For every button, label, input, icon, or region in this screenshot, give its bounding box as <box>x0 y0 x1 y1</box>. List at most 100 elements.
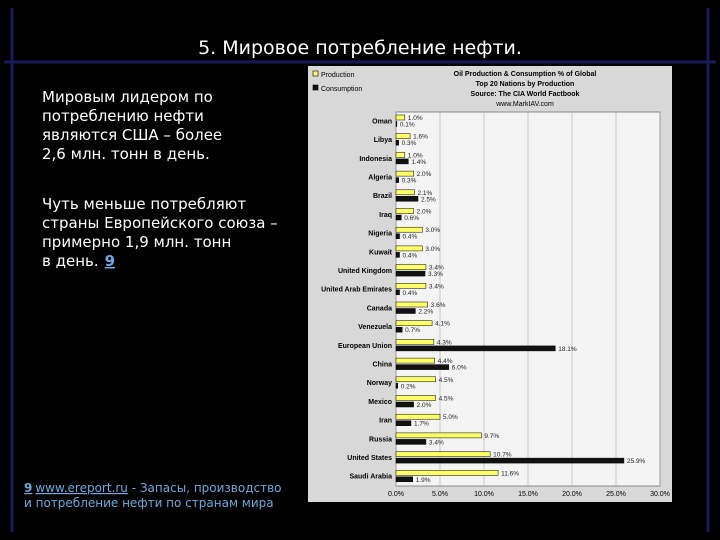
legend-swatch <box>312 84 319 91</box>
x-tick-label: 25.0% <box>606 491 626 498</box>
value-label: 3.3% <box>428 271 443 278</box>
bar <box>395 283 427 289</box>
value-label: 0.3% <box>402 178 417 185</box>
legend-swatch <box>312 70 319 77</box>
bar <box>395 364 450 370</box>
bar <box>395 226 423 233</box>
chart-source: Source: The CIA World Factbook <box>471 91 580 98</box>
reference-link[interactable]: 9 <box>105 252 115 270</box>
value-label: 18.1% <box>558 346 577 353</box>
value-label: 2.2% <box>418 309 433 316</box>
bar <box>395 189 415 196</box>
bar <box>395 308 416 314</box>
y-tick-label: Algeria <box>368 174 392 181</box>
y-tick-label: United Kingdom <box>338 268 392 275</box>
value-label: 3.0% <box>425 227 440 234</box>
chart-title: Oil Production & Consumption % of Global <box>454 71 597 78</box>
y-tick-label: Mexico <box>368 399 392 406</box>
value-label: 3.4% <box>429 439 444 446</box>
y-tick-label: Kuwait <box>369 249 393 256</box>
paragraph-line: Мировым лидером по <box>42 88 213 106</box>
value-label: 0.4% <box>403 252 418 259</box>
value-label: 0.6% <box>404 215 419 222</box>
value-label: 4.3% <box>437 339 452 346</box>
footnote-ref: 9 <box>24 481 32 495</box>
value-label: 1.0% <box>408 115 423 122</box>
chart-subtitle: Top 20 Nations by Production <box>476 81 575 88</box>
x-tick-label: 20.0% <box>562 491 582 498</box>
value-label: 2.0% <box>417 171 432 178</box>
legend-label: Consumption <box>321 86 362 93</box>
bar <box>395 170 414 177</box>
y-tick-label: European Union <box>338 343 392 350</box>
bar <box>395 470 499 476</box>
y-tick-label: Oman <box>372 118 392 125</box>
y-tick-label: Indonesia <box>359 156 392 163</box>
value-label: 10.7% <box>493 452 512 459</box>
value-label: 2.1% <box>417 190 432 197</box>
bar <box>395 401 414 408</box>
y-tick-label: United Arab Emirates <box>321 287 392 294</box>
y-tick-label: Nigeria <box>368 231 392 238</box>
footnote-link[interactable]: www.ereport.ru <box>35 481 128 495</box>
bar <box>395 357 435 364</box>
paragraph-line: Чуть меньше потребляют <box>42 195 246 213</box>
value-label: 9.7% <box>484 433 499 440</box>
bar <box>395 233 400 239</box>
bar <box>395 177 399 183</box>
value-label: 3.4% <box>429 265 444 272</box>
y-tick-label: Brazil <box>373 193 392 200</box>
value-label: 4.1% <box>435 321 450 328</box>
bar <box>395 270 426 277</box>
bar <box>395 395 436 401</box>
y-tick-label: Venezuela <box>358 324 392 331</box>
bar <box>395 121 398 127</box>
paragraph-line: являются США – более <box>42 126 222 144</box>
footnote-text: и потребление нефти по странам мира <box>24 496 274 510</box>
paragraph-line: страны Европейского союза – <box>42 214 278 232</box>
value-label: 11.6% <box>501 470 519 477</box>
value-label: 1.9% <box>416 477 431 484</box>
x-tick-label: 5.0% <box>432 491 448 498</box>
value-label: 4.4% <box>438 358 453 365</box>
bar <box>395 196 419 202</box>
y-tick-label: Norway <box>367 380 392 387</box>
y-tick-label: United States <box>347 455 392 462</box>
footnote-text: - Запасы, производство <box>128 481 282 495</box>
value-label: 25.9% <box>627 458 646 465</box>
bar <box>395 245 423 252</box>
value-label: 0.7% <box>405 327 420 334</box>
bar <box>395 139 399 146</box>
bar <box>395 326 403 333</box>
value-label: 1.6% <box>413 134 428 141</box>
bar <box>395 320 433 326</box>
value-label: 4.5% <box>439 396 454 403</box>
y-tick-label: Iran <box>379 418 392 425</box>
bar <box>395 301 428 308</box>
bar <box>395 158 409 165</box>
value-label: 3.6% <box>431 302 446 309</box>
bar <box>395 152 406 158</box>
bar <box>395 339 435 345</box>
x-tick-label: 10.0% <box>474 491 494 498</box>
value-label: 0.4% <box>403 290 418 297</box>
bar <box>395 476 413 483</box>
paragraph-line: примерно 1,9 млн. тонн <box>42 233 231 251</box>
value-label: 3.0% <box>425 246 440 253</box>
value-label: 2.0% <box>417 402 432 409</box>
value-label: 2.0% <box>417 209 432 216</box>
legend-label: Production <box>321 72 355 79</box>
x-tick-label: 30.0% <box>650 491 670 498</box>
y-tick-label: Russia <box>369 436 392 443</box>
slide-title: 5. Мировое потребление нефти. <box>198 37 522 59</box>
value-label: 6.0% <box>452 365 467 372</box>
bar <box>395 451 491 457</box>
y-tick-label: Saudi Arabia <box>349 474 392 481</box>
value-label: 1.0% <box>408 152 423 159</box>
value-label: 4.5% <box>439 377 454 384</box>
value-label: 0.2% <box>401 383 416 390</box>
y-tick-label: Canada <box>367 305 392 312</box>
value-label: 0.1% <box>400 122 415 129</box>
bar <box>395 289 400 296</box>
